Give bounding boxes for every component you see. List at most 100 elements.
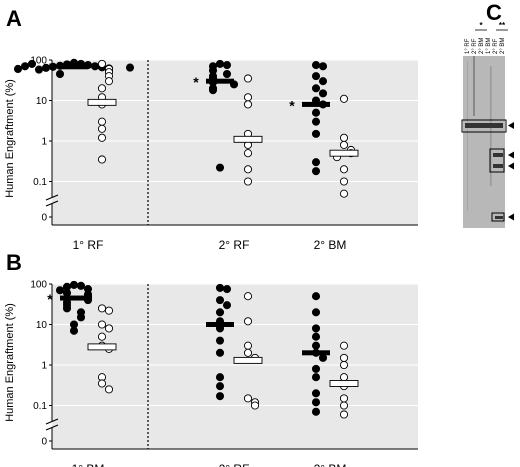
band-arrow: [508, 122, 514, 129]
y-tick-label: 100: [30, 56, 47, 67]
data-point: [318, 353, 328, 362]
data-point: [311, 324, 321, 333]
data-point: [13, 64, 23, 74]
data-point: [76, 281, 86, 290]
data-point: [27, 59, 37, 68]
lane-label: 2° BM: [500, 38, 506, 54]
data-point: [222, 301, 232, 310]
data-point: [311, 332, 321, 341]
series-open-points: [87, 304, 117, 394]
data-point: [243, 317, 253, 326]
data-point: [215, 59, 225, 68]
panel-b-chart: B 100 10 1 0.1 0 Human Engraftment (%) 1° BM 2°…: [4, 250, 418, 467]
data-point: [339, 353, 349, 362]
data-point: [339, 140, 349, 149]
data-point: [311, 364, 321, 373]
band-arrow: [508, 213, 514, 221]
data-point: [318, 62, 328, 71]
category-label: 1° BM: [72, 462, 105, 467]
data-point: [243, 74, 253, 83]
data-point: [215, 308, 225, 317]
median-bar: [206, 322, 234, 327]
data-point: [339, 189, 349, 198]
data-point: [215, 283, 225, 292]
y-tick-label: 1: [41, 361, 47, 372]
data-point: [97, 133, 107, 142]
gel-streak: [467, 61, 468, 211]
lane-label: 2° RF: [472, 38, 478, 54]
significance-asterisk: *: [47, 60, 53, 76]
data-point: [311, 308, 321, 317]
data-point: [55, 286, 65, 295]
data-point: [55, 69, 65, 79]
data-point: [339, 394, 349, 403]
data-point: [97, 84, 107, 93]
data-point: [104, 306, 114, 315]
plot-area: [52, 284, 418, 449]
data-point: [243, 177, 253, 186]
data-point: [339, 165, 349, 174]
data-point: [215, 382, 225, 391]
data-point: [97, 379, 107, 388]
gel-band: [493, 164, 503, 168]
series-filled-points: [206, 283, 234, 401]
data-point: [311, 61, 321, 70]
data-point: [311, 373, 321, 382]
data-point: [339, 401, 349, 410]
group-mark: *: [479, 21, 483, 30]
series-open-points: [87, 59, 117, 164]
gel-streak: [473, 56, 475, 116]
data-point: [339, 341, 349, 350]
y-tick-label-zero: 0: [41, 437, 47, 448]
data-point: [243, 394, 253, 403]
band-arrow: [508, 151, 514, 159]
gel-band: [493, 153, 503, 157]
category-label: 2° BM: [314, 462, 347, 467]
band-box: [461, 119, 507, 133]
significance-asterisk: *: [47, 291, 53, 307]
data-point: [311, 398, 321, 407]
series-open-points: [233, 292, 263, 410]
category-label: 2° BM: [314, 238, 347, 252]
lane-label: 1° BM: [486, 38, 492, 54]
gel-image: [463, 56, 505, 228]
y-axis-label: Human Engraftment (%): [4, 79, 16, 198]
panel-letter-a: A: [6, 6, 22, 31]
data-point: [97, 320, 107, 329]
data-point: [62, 288, 72, 298]
data-point: [339, 133, 349, 142]
data-point: [339, 94, 349, 103]
median-bar: [87, 343, 117, 351]
data-point: [222, 61, 232, 70]
data-point: [69, 280, 79, 289]
band-arrow: [508, 162, 514, 170]
y-tick-label: 10: [36, 320, 48, 331]
data-point: [125, 63, 135, 72]
series-open-points: [233, 74, 263, 186]
panel-letter-c: C: [486, 0, 502, 25]
axis-break-mark: [45, 424, 59, 431]
axis-break-mark: [45, 200, 59, 207]
data-point: [311, 389, 321, 398]
category-label: 1° RF: [73, 238, 104, 252]
panel-c-gel: C 1° RF 2° RF 2° BM 1° BM 2° RF 2° BM* **: [461, 0, 514, 228]
data-point: [97, 59, 107, 68]
axis-break-mark: [45, 418, 59, 425]
data-point: [76, 313, 86, 322]
y-tick-label: 0.1: [33, 401, 47, 412]
data-point: [339, 177, 349, 186]
data-point: [20, 62, 30, 71]
data-point: [311, 72, 321, 81]
median-bar: [302, 101, 330, 107]
data-point: [311, 341, 321, 350]
data-point: [311, 84, 321, 93]
data-point: [215, 163, 225, 172]
median-bar: [329, 380, 359, 387]
data-point: [339, 410, 349, 419]
data-point: [243, 341, 253, 350]
axis-break-mark: [45, 194, 59, 201]
y-tick-label: 1: [41, 137, 47, 148]
data-point: [62, 304, 72, 313]
data-point: [34, 65, 44, 74]
